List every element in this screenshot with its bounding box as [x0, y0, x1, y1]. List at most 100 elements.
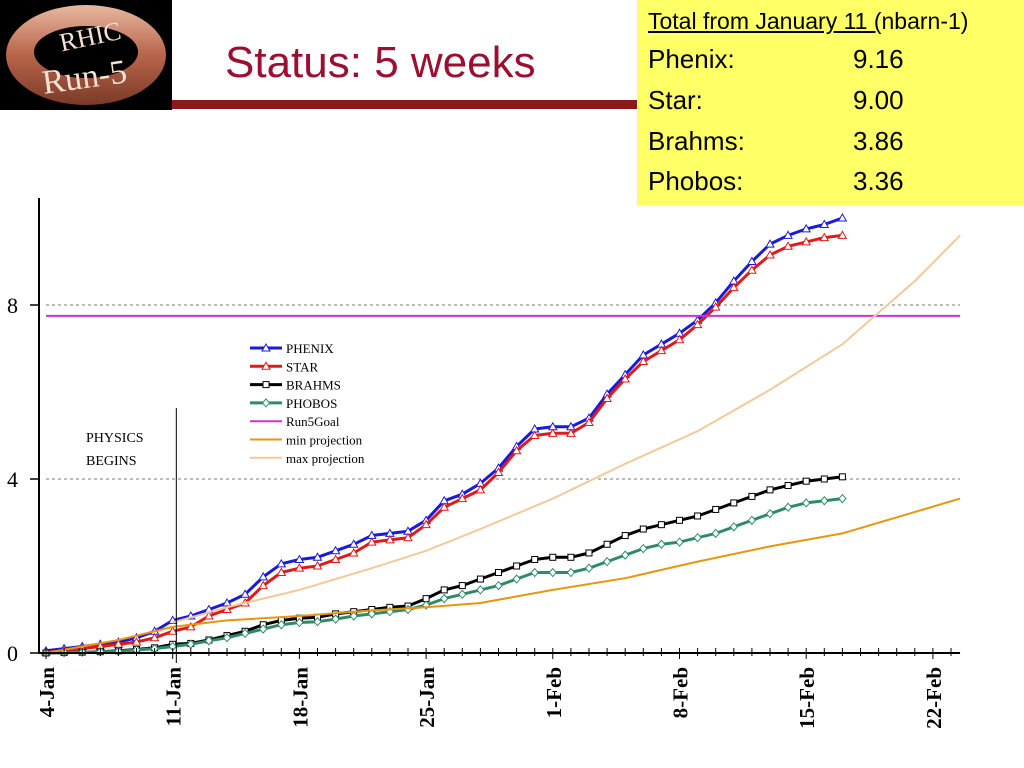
data-point-brahms	[712, 505, 720, 513]
legend-label-phenix: PHENIX	[286, 341, 334, 356]
chart-axes: 0 4 8 4-Jan 11-Jan 18-Jan 25-Jan 1-Feb 8-Feb 15-F…	[7, 198, 961, 729]
totals-value: 3.36	[853, 166, 904, 196]
data-point-phobos	[802, 498, 811, 508]
data-point-phobos	[313, 616, 322, 627]
data-point-star	[258, 580, 269, 590]
data-point-star	[312, 560, 323, 570]
luminosity-chart: 0 4 8 4-Jan 11-Jan 18-Jan 25-Jan 1-Feb 8-Feb 15-F…	[7, 198, 961, 729]
data-point-phobos	[639, 543, 648, 554]
data-point-star	[348, 547, 359, 557]
totals-box: Total from January 11 (nbarn-1) Phenix: 9…	[637, 0, 1024, 205]
data-point-star	[276, 567, 287, 577]
data-point-star	[765, 249, 775, 259]
series-line-max-projection	[172, 234, 961, 624]
data-point-phobos	[295, 617, 304, 628]
data-point-star	[728, 282, 739, 292]
data-point-star	[547, 428, 558, 437]
data-point-brahms	[820, 475, 828, 483]
data-point-phenix	[747, 256, 757, 265]
data-point-phobos	[512, 574, 521, 584]
data-point-brahms	[549, 553, 557, 561]
data-point-star	[656, 345, 667, 355]
data-point-phenix	[348, 539, 359, 548]
page-title: Status: 5 weeks	[225, 38, 536, 87]
legend-label-brahms: BRAHMS	[286, 378, 341, 393]
data-point-star	[602, 393, 612, 403]
data-point-phobos	[657, 539, 666, 550]
data-point-star	[674, 334, 685, 344]
data-point-brahms	[748, 492, 756, 500]
data-point-phobos	[458, 589, 467, 600]
totals-heading-rest: nbarn-1)	[881, 8, 969, 34]
legend-marker-star	[261, 361, 271, 370]
legend-marker-phenix	[261, 342, 271, 352]
data-point-phobos	[440, 593, 449, 604]
x-tick-label: 1-Feb	[542, 667, 566, 718]
totals-row-phenix: Phenix: 9.16	[648, 44, 904, 75]
data-point-phobos	[693, 532, 702, 543]
data-point-brahms	[657, 521, 665, 529]
data-point-star	[638, 356, 649, 366]
data-point-phobos	[783, 502, 793, 513]
data-point-brahms	[676, 516, 683, 524]
data-point-star	[185, 621, 196, 631]
data-point-phobos	[530, 567, 539, 578]
data-point-phobos	[584, 563, 594, 573]
totals-row-star: Star: 9.00	[648, 85, 904, 116]
data-point-star	[692, 319, 703, 329]
legend-label-phobos: PHOBOS	[286, 396, 337, 411]
data-point-brahms	[694, 512, 702, 520]
totals-value: 3.86	[853, 126, 904, 156]
totals-heading: Total from January 11 (nbarn-1)	[648, 8, 968, 35]
data-point-star	[421, 519, 431, 529]
data-point-star	[131, 637, 142, 646]
data-point-star	[149, 632, 160, 642]
data-point-star	[837, 230, 848, 239]
totals-label: Brahms:	[648, 126, 745, 156]
data-point-phobos	[838, 493, 847, 504]
data-point-star	[584, 417, 594, 426]
data-point-brahms	[513, 562, 521, 570]
y-tick-label: 0	[7, 641, 18, 666]
data-point-phobos	[331, 614, 340, 624]
data-point-phenix	[294, 554, 305, 563]
title-underline-bar	[172, 100, 642, 109]
data-point-phobos	[765, 509, 775, 519]
data-point-star	[294, 563, 305, 572]
data-point-phobos	[204, 636, 214, 646]
data-point-star	[819, 232, 830, 242]
data-point-phobos	[711, 528, 720, 539]
data-point-phenix	[276, 558, 287, 568]
totals-value: 9.16	[853, 44, 904, 74]
data-point-star	[403, 532, 413, 542]
data-point-phenix	[258, 571, 269, 581]
data-point-star	[620, 373, 631, 383]
data-point-brahms	[603, 540, 611, 548]
data-point-brahms	[784, 482, 792, 490]
data-point-star	[330, 554, 341, 563]
x-tick-label: 25-Jan	[415, 667, 439, 728]
data-point-brahms	[531, 555, 539, 563]
rhic-run5-logo: RHIC Run-5	[0, 0, 172, 110]
data-point-phobos	[476, 585, 485, 595]
physics-begins-label: BEGINS	[86, 454, 137, 469]
data-point-star	[710, 302, 721, 311]
legend-marker-brahms	[262, 381, 270, 389]
data-point-star	[457, 493, 468, 503]
data-point-brahms	[567, 553, 575, 561]
data-point-phobos	[820, 495, 829, 506]
chart-legend: PHENIX STAR BRAHMS PHOBOS Run5Goal min projec…	[250, 341, 365, 466]
data-point-phenix	[801, 223, 812, 233]
data-point-phobos	[566, 567, 576, 578]
data-point-star	[529, 430, 540, 439]
data-point-phobos	[548, 567, 557, 578]
x-tick-label: 15-Feb	[795, 667, 819, 729]
data-point-phobos	[367, 609, 376, 619]
data-point-brahms	[458, 582, 466, 590]
chart-series	[41, 212, 961, 658]
data-point-phobos	[240, 628, 250, 639]
data-point-phobos	[602, 556, 612, 567]
data-point-phobos	[259, 624, 268, 634]
data-point-brahms	[585, 549, 593, 557]
data-point-star	[566, 428, 576, 437]
